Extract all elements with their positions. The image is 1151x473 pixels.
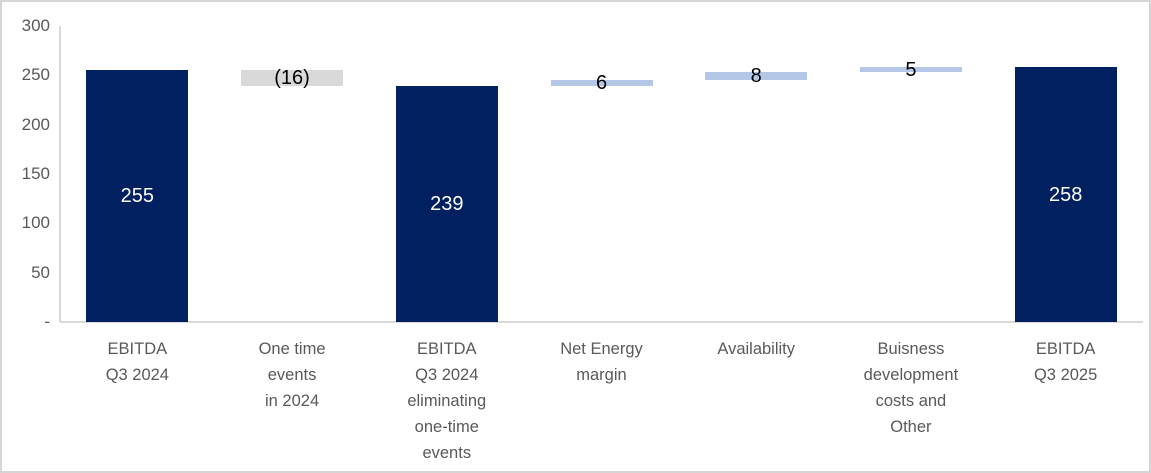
category-label-line: events [267,366,317,384]
y-tick-label: 250 [21,65,50,85]
category-label-ebitda-q3-2024-eliminating-one-time-events: EBITDA Q3 2024 eliminating one-time events [369,336,524,466]
bar-one-time-events-in-2024 [241,70,344,87]
category-label-line: eliminating [407,392,487,410]
category-label-line: Availability [717,340,796,358]
category-label-line: Other [890,418,932,436]
category-label-ebitda-q3-2025: EBITDA Q3 2025 [988,336,1143,388]
x-axis-line [60,321,1143,323]
category-label-line: EBITDA [107,340,168,358]
category-label-line: development [863,366,959,384]
category-label-ebitda-q3-2024: EBITDA Q3 2024 [60,336,215,388]
category-label-net-energy-margin: Net Energy margin [524,336,679,388]
y-tick-label: 50 [31,262,50,282]
y-tick-label: - [44,312,50,331]
category-label-line: Q3 2024 [415,366,479,384]
bar-ebitda-q3-2024-eliminating-one-time-events [395,86,498,322]
bar-net-energy-margin [550,80,653,87]
category-label-availability: Availability [679,336,834,362]
y-tick-label: 300 [21,16,50,35]
category-label-line: in 2024 [264,392,320,410]
bar-availability [705,72,808,81]
y-tick-label: 150 [21,164,50,183]
category-label-business-development-costs-and-other: Buisness development costs and Other [834,336,989,440]
category-label-line: margin [576,366,627,384]
category-label-line: events [422,444,472,462]
category-label-line: Buisness [877,340,945,358]
category-label-line: One time [258,340,326,358]
category-label-line: Net Energy [560,340,643,358]
bar-business-development-costs-and-other [859,67,962,73]
category-label-line: EBITDA [1035,340,1096,358]
category-label-line: costs and [875,392,947,410]
y-axis-line [59,26,61,322]
category-label-line: EBITDA [416,340,477,358]
y-tick-label: 200 [21,114,50,134]
bar-ebitda-q3-2024 [86,70,189,322]
y-tick-label: 100 [21,213,50,233]
category-label-one-time-events-in-2024: One time events in 2024 [215,336,370,414]
category-label-line: Q3 2025 [1033,366,1098,384]
category-label-line: Q3 2024 [105,366,169,384]
bar-ebitda-q3-2025 [1014,67,1117,322]
category-label-line: one-time [414,418,479,436]
